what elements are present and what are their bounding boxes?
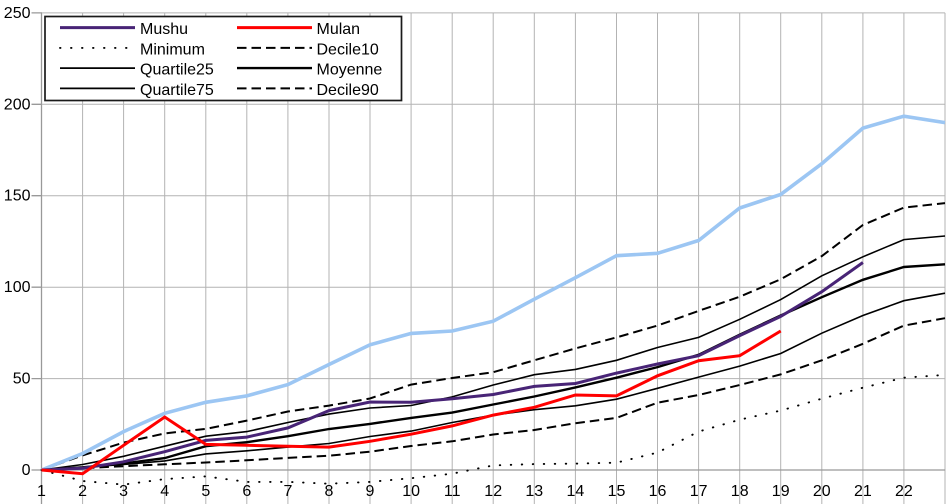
svg-text:18: 18: [731, 483, 749, 500]
svg-text:7: 7: [283, 483, 292, 500]
svg-text:Decile90: Decile90: [317, 82, 379, 99]
svg-text:3: 3: [119, 483, 128, 500]
svg-text:4: 4: [160, 483, 169, 500]
svg-text:22: 22: [895, 483, 913, 500]
svg-text:5: 5: [201, 483, 210, 500]
svg-text:17: 17: [690, 483, 708, 500]
svg-text:6: 6: [242, 483, 251, 500]
svg-text:9: 9: [366, 483, 375, 500]
svg-text:0: 0: [22, 462, 31, 479]
svg-text:Quartile75: Quartile75: [140, 82, 214, 99]
svg-text:13: 13: [525, 483, 543, 500]
svg-text:Decile10: Decile10: [317, 41, 379, 58]
svg-text:12: 12: [484, 483, 502, 500]
svg-text:200: 200: [4, 96, 31, 113]
svg-text:10: 10: [402, 483, 420, 500]
svg-text:150: 150: [4, 188, 31, 205]
svg-text:Quartile25: Quartile25: [140, 62, 214, 79]
svg-text:50: 50: [13, 371, 31, 388]
svg-text:Moyenne: Moyenne: [317, 62, 383, 79]
svg-text:11: 11: [444, 483, 461, 500]
svg-text:19: 19: [772, 483, 790, 500]
svg-text:2: 2: [78, 483, 87, 500]
svg-text:Mushu: Mushu: [140, 21, 188, 38]
svg-text:Mulan: Mulan: [317, 21, 361, 38]
svg-text:250: 250: [4, 5, 31, 22]
svg-text:16: 16: [649, 483, 667, 500]
svg-text:20: 20: [813, 483, 831, 500]
svg-text:Minimum: Minimum: [140, 41, 205, 58]
svg-text:21: 21: [854, 483, 872, 500]
svg-text:15: 15: [608, 483, 626, 500]
svg-text:8: 8: [325, 483, 334, 500]
svg-text:14: 14: [567, 483, 585, 500]
svg-text:100: 100: [4, 279, 31, 296]
svg-text:1: 1: [37, 483, 46, 500]
